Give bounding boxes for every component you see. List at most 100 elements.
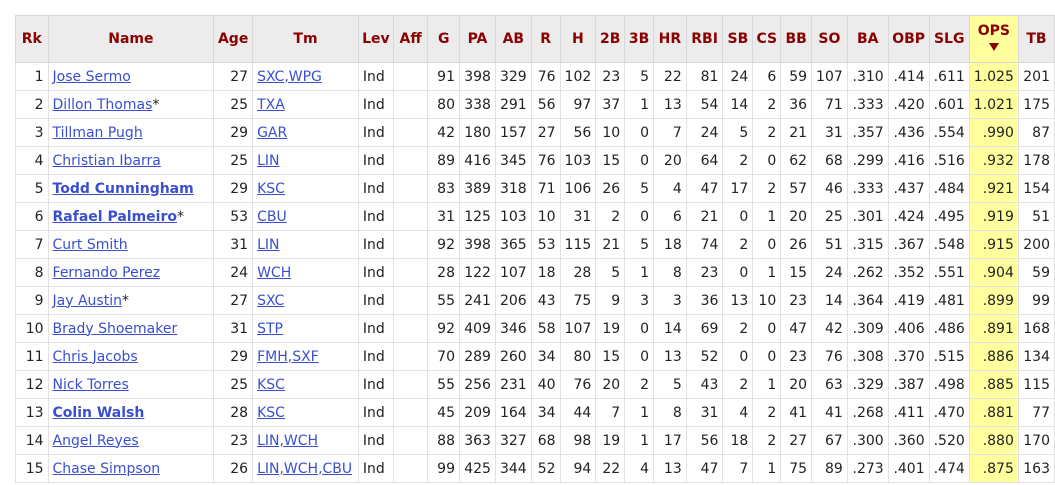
table-cell: Ind [357, 230, 394, 259]
player-link[interactable]: Curt Smith [52, 236, 128, 253]
table-cell: .899 [968, 286, 1019, 315]
cell-text: 56 [537, 96, 556, 113]
sort-arrow [988, 43, 999, 51]
team-link[interactable]: STP [257, 320, 283, 337]
team-link[interactable]: TXA [257, 96, 285, 113]
cell-text: .370 [893, 348, 925, 365]
table-cell: 9 [595, 286, 626, 315]
player-link[interactable]: Chase Simpson [52, 460, 161, 477]
table-cell: 88 [427, 426, 460, 455]
cell-text: 29 [230, 180, 249, 197]
player-link[interactable]: Dillon Thomas [52, 96, 153, 113]
cell-text: 97 [573, 96, 592, 113]
player-link[interactable]: Angel Reyes [52, 432, 139, 449]
team-link[interactable]: KSC [257, 180, 285, 197]
table-cell: Dillon Thomas* [47, 90, 215, 119]
table-cell: 26 [780, 230, 813, 259]
cell-text: Ind [362, 348, 385, 365]
table-cell: 13 [15, 398, 49, 427]
cell-text: 327 [499, 432, 527, 449]
team-link[interactable]: LIN,WCH [257, 432, 319, 449]
table-cell: 87 [1017, 118, 1055, 147]
table-cell: 63 [811, 370, 848, 399]
table-cell: 6 [653, 202, 687, 231]
table-cell: 17 [722, 174, 754, 203]
player-link[interactable]: Chris Jacobs [52, 348, 138, 365]
column-header: H [559, 15, 597, 63]
team-link[interactable]: CBU [257, 208, 287, 225]
player-link[interactable]: Todd Cunningham [52, 180, 194, 197]
cell-text: 55 [437, 292, 455, 309]
cell-text: 318 [499, 180, 527, 197]
table-cell: 27 [780, 426, 813, 455]
table-cell: 7 [653, 118, 687, 147]
cell-text: Ind [362, 320, 385, 337]
player-link[interactable]: Colin Walsh [52, 404, 145, 421]
team-link[interactable]: GAR [257, 124, 288, 141]
table-cell: 92 [427, 230, 460, 259]
table-cell: .919 [968, 202, 1019, 231]
table-cell: KSC [252, 174, 359, 203]
table-cell: Ind [357, 454, 394, 483]
team-link[interactable]: KSC [257, 404, 285, 421]
team-link[interactable]: FMH,SXF [257, 348, 319, 365]
table-cell: .516 [928, 146, 970, 175]
cell-text: Ind [362, 68, 385, 85]
table-cell: 76 [559, 370, 597, 399]
cell-text: 10 [758, 292, 777, 309]
player-link[interactable]: Rafael Palmeiro [52, 208, 177, 225]
table-cell: 0 [752, 146, 782, 175]
table-cell: 97 [559, 90, 597, 119]
column-header: PA [459, 15, 496, 63]
table-cell: .301 [846, 202, 889, 231]
team-link[interactable]: WCH [257, 264, 292, 281]
column-header: SO [811, 15, 848, 63]
table-cell: 25 [213, 90, 254, 119]
table-cell: 10 [595, 118, 626, 147]
table-cell: 14 [722, 90, 754, 119]
team-link[interactable]: LIN [257, 236, 280, 253]
cell-text: 4 [640, 460, 650, 477]
cell-text: 231 [499, 376, 527, 393]
table-cell: .495 [928, 202, 970, 231]
table-cell: 102 [559, 62, 597, 91]
team-link[interactable]: SXC [257, 292, 285, 309]
team-link[interactable]: LIN [257, 152, 280, 169]
cell-text: 8 [34, 264, 44, 281]
cell-text: 1 [767, 460, 777, 477]
cell-text: 9 [34, 292, 44, 309]
cell-text: Ind [362, 292, 385, 309]
cell-text: Ind [362, 208, 385, 225]
table-cell: .352 [887, 258, 930, 287]
player-link[interactable]: Fernando Perez [52, 264, 161, 281]
cell-text: 68 [824, 152, 843, 169]
column-header: G [427, 15, 460, 63]
table-cell: 21 [780, 118, 813, 147]
team-link[interactable]: LIN,WCH,CBU [257, 460, 353, 477]
player-link[interactable]: Christian Ibarra [52, 152, 161, 169]
cell-text: .904 [982, 264, 1014, 281]
cell-text: 41 [824, 404, 843, 421]
table-cell: 115 [1017, 370, 1055, 399]
column-header: SLG [928, 15, 970, 63]
player-link[interactable]: Tillman Pugh [52, 124, 143, 141]
table-cell: 41 [780, 398, 813, 427]
table-cell: 18 [722, 426, 754, 455]
column-header: AB [494, 15, 532, 63]
cell-text: 3 [34, 124, 44, 141]
cell-text: 7 [34, 236, 44, 253]
table-cell: 47 [685, 174, 724, 203]
player-link[interactable]: Nick Torres [52, 376, 129, 393]
table-cell: 83 [427, 174, 460, 203]
table-cell: .357 [846, 118, 889, 147]
cell-text: 2 [739, 152, 749, 169]
team-link[interactable]: SXC,WPG [257, 68, 322, 85]
player-link[interactable]: Jose Sermo [52, 68, 131, 85]
table-cell: 1 [624, 90, 655, 119]
player-link[interactable]: Brady Shoemaker [52, 320, 178, 337]
column-header: BA [846, 15, 889, 63]
header-text: H [572, 31, 584, 47]
team-link[interactable]: KSC [257, 376, 285, 393]
player-link[interactable]: Jay Austin [52, 292, 122, 309]
table-cell: 14 [811, 286, 848, 315]
